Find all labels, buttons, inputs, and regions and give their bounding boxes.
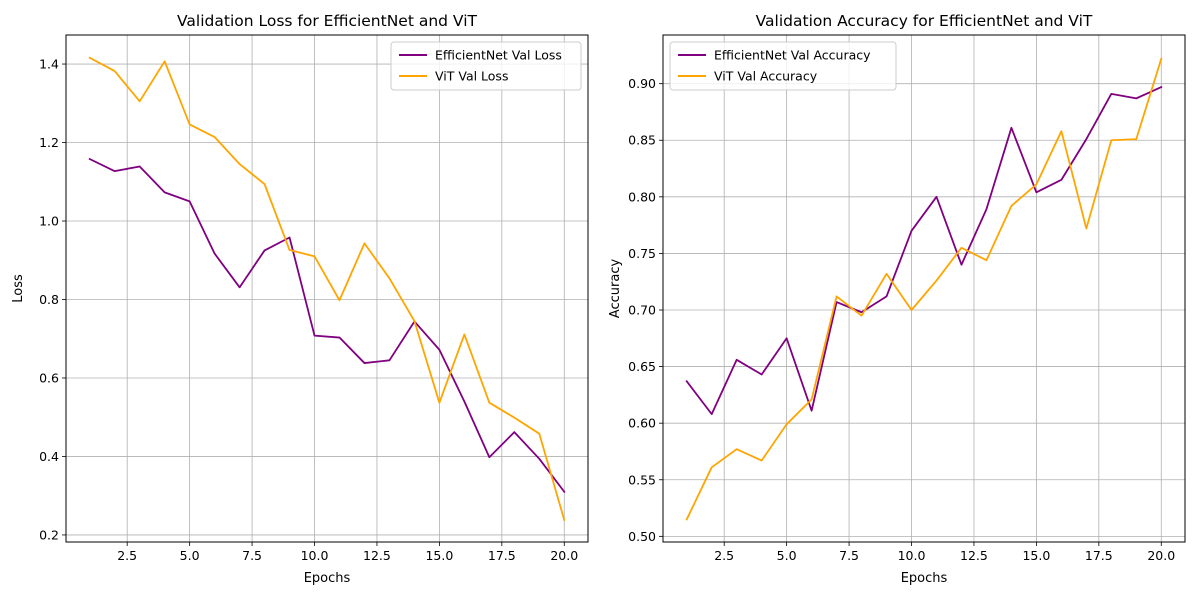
loss-x-tick-label: 17.5 [488, 548, 516, 563]
loss-x-tick-label: 15.0 [425, 548, 453, 563]
loss-y-tick-label: 1.2 [39, 135, 59, 150]
accuracy-x-tick-label: 20.0 [1147, 548, 1175, 563]
loss-legend: EfficientNet Val Loss ViT Val Loss [390, 41, 582, 91]
loss-legend-label-efficientnet: EfficientNet Val Loss [435, 48, 562, 63]
accuracy-x-tick-label: 10.0 [898, 548, 926, 563]
accuracy-y-tick-label: 0.75 [628, 246, 656, 261]
accuracy-legend-box [669, 41, 897, 91]
loss-y-tick-label: 0.6 [39, 370, 59, 385]
loss-line-efficientnet [88, 157, 566, 494]
accuracy-line-vit [685, 57, 1163, 521]
loss-chart: 2.5 5.0 7.5 10.0 12.5 15.0 17.5 20.0 0.20.40.60… [11, 12, 589, 586]
loss-y-ticks: 0.2 0.4 0.6 0.8 1.0 1.2 1.4 [39, 57, 66, 542]
accuracy-x-tick-label: 12.5 [960, 548, 988, 563]
accuracy-y-tick-label: 0.65 [628, 359, 656, 374]
accuracy-x-axis-label: Epochs [901, 571, 948, 586]
loss-x-tick-label: 20.0 [550, 548, 578, 563]
accuracy-y-tick-label: 0.85 [628, 133, 656, 148]
accuracy-chart-title: Validation Accuracy for EfficientNet and… [756, 12, 1093, 30]
accuracy-x-tick-label: 2.5 [714, 548, 734, 563]
accuracy-line-efficientnet [685, 85, 1163, 416]
loss-grid [66, 35, 588, 542]
accuracy-chart: 2.5 5.0 7.5 10.0 12.5 15.0 17.5 20.0 0.500.550.… [608, 12, 1186, 586]
loss-series [88, 56, 566, 522]
loss-line-vit [88, 56, 566, 522]
loss-legend-label-vit: ViT Val Loss [435, 69, 508, 84]
loss-chart-title: Validation Loss for EfficientNet and ViT [177, 12, 477, 30]
accuracy-legend: EfficientNet Val Accuracy ViT Val Accura… [669, 41, 897, 91]
loss-x-tick-label: 5.0 [180, 548, 200, 563]
loss-x-axis-label: Epochs [304, 571, 351, 586]
loss-y-tick-label: 0.8 [39, 292, 59, 307]
accuracy-x-tick-label: 15.0 [1022, 548, 1050, 563]
loss-x-tick-label: 7.5 [242, 548, 262, 563]
loss-y-tick-label: 0.4 [39, 449, 59, 464]
loss-x-ticks: 2.5 5.0 7.5 10.0 12.5 15.0 17.5 20.0 [117, 542, 578, 563]
accuracy-x-tick-label: 17.5 [1085, 548, 1113, 563]
loss-y-tick-label: 1.4 [39, 57, 59, 72]
loss-plot-frame [65, 34, 589, 543]
accuracy-plot-frame [662, 34, 1186, 543]
accuracy-x-tick-label: 5.0 [777, 548, 797, 563]
accuracy-y-tick-label: 0.80 [628, 189, 656, 204]
loss-y-tick-label: 1.0 [39, 214, 59, 229]
loss-x-tick-label: 12.5 [363, 548, 391, 563]
accuracy-y-tick-label: 0.90 [628, 76, 656, 91]
loss-legend-box [390, 41, 582, 91]
accuracy-y-tick-label: 0.50 [628, 529, 656, 544]
accuracy-x-ticks: 2.5 5.0 7.5 10.0 12.5 15.0 17.5 20.0 [714, 542, 1175, 563]
accuracy-x-tick-label: 7.5 [839, 548, 859, 563]
accuracy-y-ticks: 0.50 0.55 0.60 0.65 0.70 0.75 0.80 0.85 0.90 [628, 76, 663, 544]
accuracy-y-tick-label: 0.55 [628, 472, 656, 487]
accuracy-legend-label-efficientnet: EfficientNet Val Accuracy [714, 48, 871, 63]
loss-x-tick-label: 10.0 [301, 548, 329, 563]
loss-y-axis-label: Loss [11, 274, 26, 303]
loss-y-tick-label: 0.2 [39, 527, 59, 542]
accuracy-y-tick-label: 0.60 [628, 416, 656, 431]
accuracy-series [685, 57, 1163, 521]
accuracy-y-tick-label: 0.70 [628, 303, 656, 318]
loss-x-tick-label: 2.5 [117, 548, 137, 563]
accuracy-legend-label-vit: ViT Val Accuracy [714, 69, 818, 84]
accuracy-y-axis-label: Accuracy [608, 259, 623, 319]
